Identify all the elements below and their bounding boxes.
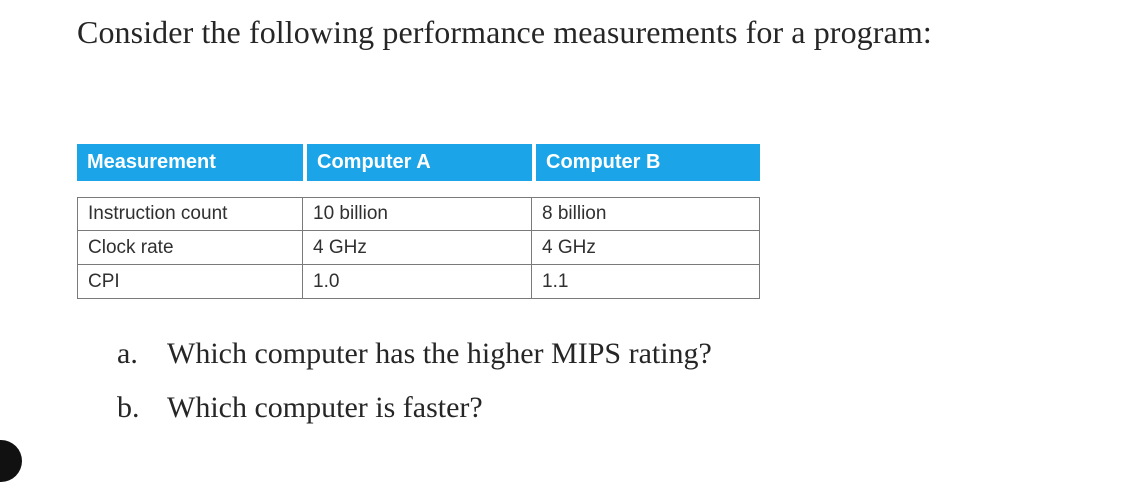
row-label-clock-rate: Clock rate [77,231,303,265]
problem-intro: Consider the following performance measu… [77,14,932,50]
spacer-cell [77,181,760,197]
table-row: Clock rate 4 GHz 4 GHz [77,231,760,265]
question-letter: b. [117,391,140,424]
table-header-row: Measurement Computer A Computer B [77,144,760,181]
header-computer-a: Computer A [303,144,532,181]
row-label-cpi: CPI [77,265,303,299]
cell-cpi-b: 1.1 [532,265,760,299]
header-computer-b: Computer B [532,144,760,181]
cell-instruction-count-a: 10 billion [303,197,532,231]
header-measurement: Measurement [77,144,303,181]
header-spacer [77,181,760,197]
table-row: CPI 1.0 1.1 [77,265,760,299]
question-text: Which computer has the higher MIPS ratin… [167,337,712,370]
cell-cpi-a: 1.0 [303,265,532,299]
cell-clock-rate-a: 4 GHz [303,231,532,265]
question-text: Which computer is faster? [167,391,483,424]
cell-clock-rate-b: 4 GHz [532,231,760,265]
question-item-a: a. Which computer has the higher MIPS rat… [117,334,712,388]
table-row: Instruction count 10 billion 8 billion [77,197,760,231]
question-letter: a. [117,337,138,370]
corner-dot-decoration [0,440,22,482]
question-list: a. Which computer has the higher MIPS rat… [117,334,712,442]
question-item-b: b. Which computer is faster? [117,388,712,442]
cell-instruction-count-b: 8 billion [532,197,760,231]
performance-table: Measurement Computer A Computer B Instru… [77,144,760,299]
row-label-instruction-count: Instruction count [77,197,303,231]
